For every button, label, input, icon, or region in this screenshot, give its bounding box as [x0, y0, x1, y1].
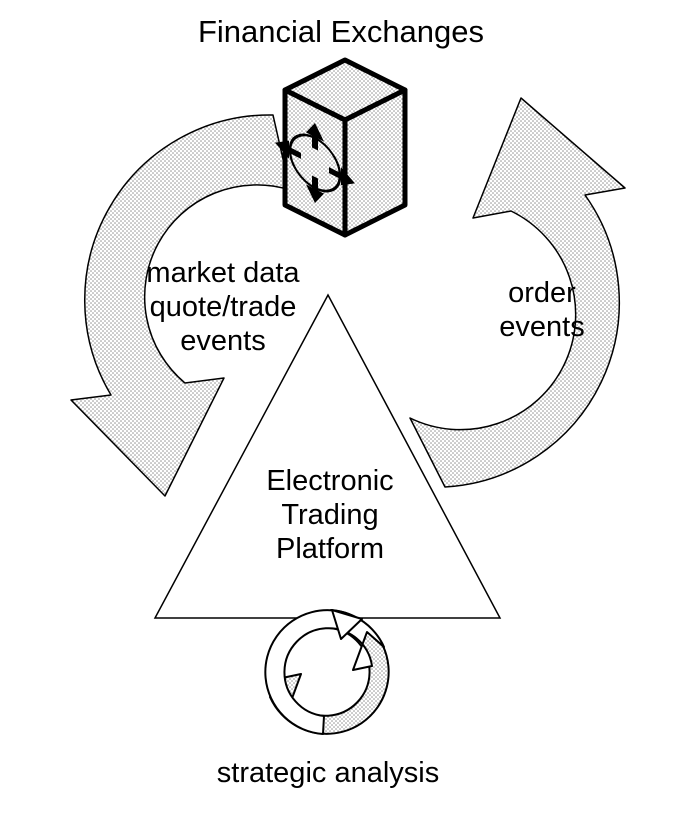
trading-flow-diagram: Financial Exchanges: [0, 0, 682, 820]
svg-text:events: events: [180, 325, 265, 357]
center-platform-label: Electronic Trading Platform: [266, 465, 393, 565]
recycle-icon: [265, 610, 388, 734]
left-arrow-label: market data quote/trade events: [146, 257, 300, 357]
exchange-cube-icon: [275, 60, 405, 235]
svg-text:Platform: Platform: [276, 533, 384, 565]
title-financial-exchanges: Financial Exchanges: [198, 14, 484, 49]
svg-text:order: order: [508, 277, 576, 309]
svg-text:quote/trade: quote/trade: [150, 291, 297, 323]
svg-text:events: events: [499, 311, 584, 343]
right-arrow-label: order events: [499, 277, 584, 343]
svg-text:Electronic: Electronic: [266, 465, 393, 497]
bottom-label-strategic-analysis: strategic analysis: [217, 757, 439, 789]
svg-text:market data: market data: [146, 257, 300, 289]
svg-text:Trading: Trading: [281, 499, 378, 531]
